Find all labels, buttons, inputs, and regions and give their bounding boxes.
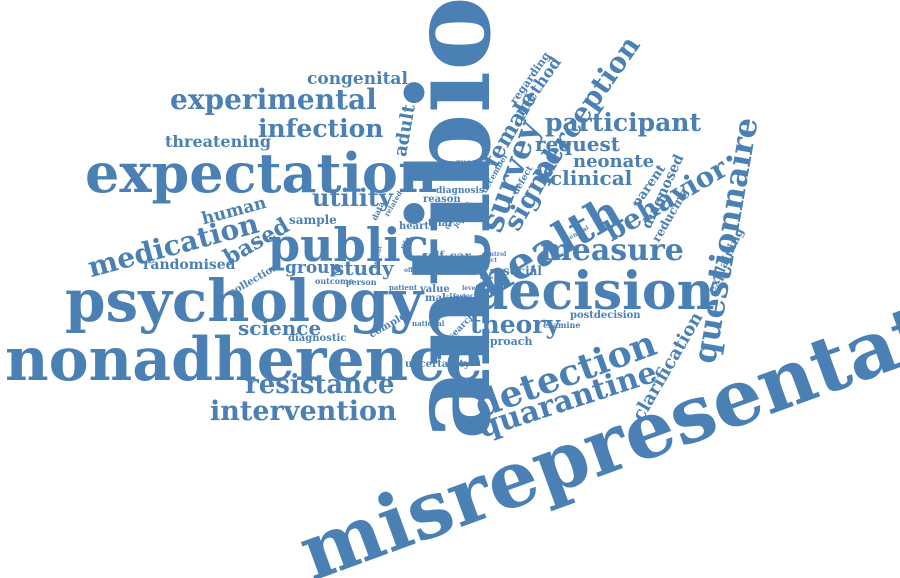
word: reason — [423, 194, 461, 205]
word: person — [346, 277, 377, 287]
word: trial — [428, 218, 452, 229]
word: neonate — [573, 151, 655, 172]
word: diagnosis — [436, 186, 484, 196]
word: social — [503, 264, 542, 278]
word: infection — [258, 114, 384, 143]
word: view — [435, 267, 450, 274]
word: patient — [389, 283, 418, 292]
word: expectation — [85, 141, 438, 205]
word: diagnostic — [288, 333, 347, 344]
word: question — [455, 157, 494, 167]
word: approach — [475, 335, 533, 348]
word: randomised — [143, 257, 236, 273]
word: decision — [472, 261, 715, 322]
word: clinical — [550, 166, 633, 190]
word: year — [445, 257, 462, 266]
word: factor — [453, 293, 474, 300]
word: measure — [540, 233, 684, 268]
word: group — [285, 258, 342, 278]
word: intervention — [210, 396, 397, 427]
word: sample — [289, 213, 337, 227]
word: public — [268, 218, 429, 272]
word: study — [333, 256, 394, 280]
word: experimental — [170, 83, 377, 116]
word: impact — [474, 257, 498, 264]
word: making — [425, 293, 468, 304]
word: heart — [399, 221, 429, 232]
word: ratio — [480, 275, 494, 281]
word: offer — [404, 267, 420, 274]
word: psychology — [65, 267, 424, 335]
word: resistance — [245, 370, 395, 400]
word: examine — [543, 320, 581, 330]
word: level — [462, 285, 478, 292]
word: science — [238, 316, 322, 340]
word: postdecision — [570, 310, 641, 321]
word: control — [482, 251, 507, 258]
word: outcome — [315, 276, 354, 286]
word: threatening — [165, 132, 272, 151]
word: national — [412, 319, 445, 328]
word: participant — [545, 108, 702, 137]
word: uncertainty — [405, 359, 470, 370]
word: congenital — [307, 69, 408, 89]
word: utility — [312, 183, 393, 212]
word: theory — [470, 310, 561, 339]
word: request — [535, 132, 621, 156]
word: value — [420, 284, 450, 295]
word: nonadherence — [5, 325, 484, 395]
word: self — [422, 249, 445, 262]
word: sar — [450, 249, 471, 263]
